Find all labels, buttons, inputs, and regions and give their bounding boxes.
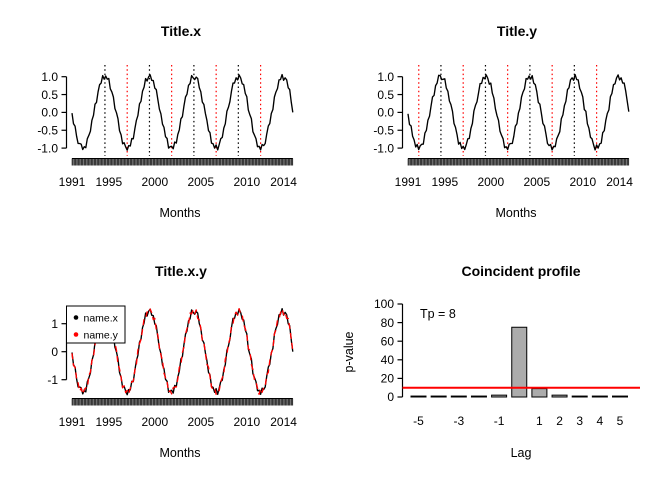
y-tick-label: 0.5	[377, 88, 394, 102]
y-tick-label: 60	[381, 334, 395, 348]
legend-marker-x	[73, 315, 79, 320]
pvalue-bar-plot: 0 20 40 60 80 100 -5 -3 -1 1 2 3 4 5	[374, 297, 640, 428]
x-tick-label: 5	[617, 414, 624, 428]
x-tick-label: 2000	[141, 415, 168, 429]
x-tick-label: 2005	[187, 175, 214, 189]
x-tick-label: 2005	[187, 415, 214, 429]
x-tick-label: 1991	[59, 175, 86, 189]
x-tick-label: -3	[453, 414, 464, 428]
series-line-y	[407, 73, 630, 151]
y-tick-label: -0.5	[37, 123, 58, 137]
y-tick-label: 1	[51, 317, 58, 331]
x-tick-label: 3	[576, 414, 583, 428]
y-tick-label: -0.5	[373, 123, 394, 137]
pvalue-bar-lag-2	[551, 394, 568, 398]
y-tick-label: 0.5	[41, 88, 58, 102]
x-tick-label: 2	[556, 414, 563, 428]
pvalue-bar-lag--4	[430, 395, 447, 398]
x-tick-label: 1995	[431, 175, 458, 189]
overlay-series-plot: 1 0 -1 1991 1995 2000 2005 2010 2014 name.x name.y	[47, 305, 297, 429]
y-tick-label: -1.0	[37, 141, 58, 155]
x-tick-label: 1995	[95, 415, 122, 429]
panel-title-x-title: Title.x	[161, 23, 201, 39]
panel-coincident-profile: Coincident profile Lag p-value Tp = 8 0 2…	[336, 240, 672, 480]
x-tick-label: 4	[597, 414, 604, 428]
x-tick-label: 2000	[141, 175, 168, 189]
coincident-profile-ylabel: p-value	[342, 331, 356, 372]
legend-label: name.x	[84, 312, 119, 324]
y-tick-label: 0	[51, 345, 58, 359]
pvalue-bar-lag-0	[511, 326, 528, 398]
pvalue-bar-lag-1	[531, 388, 548, 398]
panel-title-x-y: Title.x.y Months 1 0 -1 1991 1995 2000 2005 201…	[0, 240, 336, 480]
x-tick-label: 2010	[569, 175, 596, 189]
coincident-profile-title: Coincident profile	[462, 263, 581, 279]
y-tick-label: 1.0	[377, 70, 394, 84]
y-tick-label: 100	[374, 297, 394, 311]
y-tick-label: 0.0	[377, 106, 394, 120]
legend-box	[66, 305, 126, 344]
pvalue-bar-lag--3	[450, 395, 467, 398]
panel-title-y-xlabel: Months	[496, 206, 537, 220]
x-tick-label: 2014	[270, 415, 297, 429]
x-tick-label: 2014	[270, 175, 297, 189]
coincident-profile-xlabel: Lag	[511, 446, 532, 460]
y-tick-label: 40	[381, 353, 395, 367]
panel-title-x-xlabel: Months	[160, 206, 201, 220]
panel-title-x: Title.x Months 1.0 0.5 0.0 -0.5 -1.0 1991 1995…	[0, 0, 336, 240]
x-tick-label: 1991	[59, 415, 86, 429]
y-tick-label: 0.0	[41, 106, 58, 120]
legend-marker-y	[73, 332, 79, 337]
x-tick-label: 1991	[395, 175, 422, 189]
y-tick-label: -1	[47, 373, 58, 387]
time-series-plot-x: 1.0 0.5 0.0 -0.5 -1.0 1991 1995 2000 2005 2010 201…	[37, 65, 297, 189]
x-tick-label: 2010	[233, 175, 260, 189]
y-tick-label: 80	[381, 316, 395, 330]
pvalue-bar-lag-3	[571, 395, 588, 398]
pvalue-bar-lag-4	[591, 395, 608, 398]
series-line-y	[71, 308, 294, 395]
x-tick-label: 2014	[606, 175, 633, 189]
panel-title-y: Title.y Months 1.0 0.5 0.0 -0.5 -1.0 1991 1995…	[336, 0, 672, 240]
y-tick-label: 0	[387, 390, 394, 404]
panel-title-x-y-title: Title.x.y	[155, 263, 207, 279]
pvalue-bar-lag--5	[410, 395, 427, 398]
x-tick-label: 2010	[233, 415, 260, 429]
pvalue-bar-lag--1	[491, 394, 508, 398]
y-tick-label: 1.0	[41, 70, 58, 84]
series-line-x	[71, 73, 294, 151]
panel-title-y-title: Title.y	[497, 23, 537, 39]
x-tick-label: -1	[494, 414, 505, 428]
y-tick-label: -1.0	[373, 141, 394, 155]
pvalue-bar-lag-5	[612, 395, 628, 398]
pvalue-bar-lag--2	[470, 395, 487, 398]
time-series-plot-y: 1.0 0.5 0.0 -0.5 -1.0 1991 1995 2000 2005 2010 201…	[373, 65, 633, 189]
tp-annotation: Tp = 8	[420, 307, 456, 321]
x-tick-label: 1	[536, 414, 543, 428]
x-tick-label: -5	[413, 414, 424, 428]
y-tick-label: 20	[381, 372, 395, 386]
x-tick-label: 1995	[95, 175, 122, 189]
legend-label: name.y	[84, 329, 119, 341]
x-tick-label: 2000	[477, 175, 504, 189]
panel-title-x-y-xlabel: Months	[160, 446, 201, 460]
x-tick-label: 2005	[523, 175, 550, 189]
